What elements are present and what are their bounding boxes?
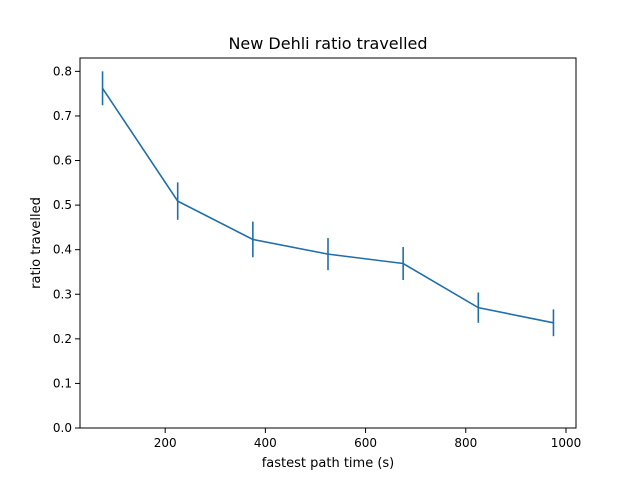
y-tick-label: 0.3 (53, 287, 72, 301)
y-axis: 0.0 0.1 0.2 0.3 0.4 0.5 0.6 0.7 0.8 (53, 64, 80, 435)
y-tick-label: 0.2 (53, 332, 72, 346)
y-tick-label: 0.5 (53, 198, 72, 212)
x-tick-label: 200 (154, 436, 177, 450)
y-axis-label: ratio travelled (29, 197, 44, 289)
x-tick-label: 400 (254, 436, 277, 450)
x-tick-label: 600 (354, 436, 377, 450)
y-tick-label: 0.8 (53, 64, 72, 78)
y-tick-label: 0.1 (53, 376, 72, 390)
chart-title: New Dehli ratio travelled (228, 34, 427, 53)
x-axis: 200 400 600 800 1000 (154, 428, 582, 450)
y-tick-label: 0.0 (53, 421, 72, 435)
axes-frame (79, 57, 577, 429)
x-tick-label: 1000 (551, 436, 582, 450)
y-tick-label: 0.6 (53, 154, 72, 168)
series-line (101, 87, 554, 324)
x-axis-label: fastest path time (s) (262, 456, 395, 471)
x-tick-label: 800 (454, 436, 477, 450)
y-tick-label: 0.4 (53, 243, 72, 257)
y-tick-label: 0.7 (53, 109, 72, 123)
series (101, 71, 555, 337)
